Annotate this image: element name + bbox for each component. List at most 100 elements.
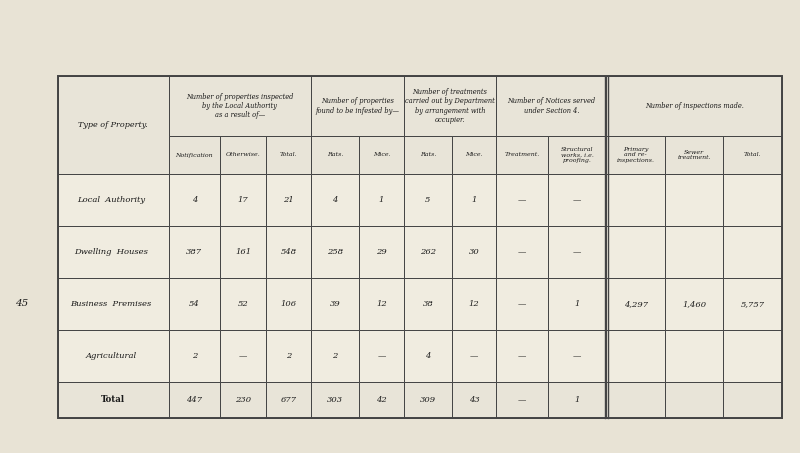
Bar bbox=[403, 330, 452, 382]
Text: —: — bbox=[239, 352, 247, 360]
Bar bbox=[548, 330, 606, 382]
Bar bbox=[403, 174, 452, 226]
Bar bbox=[220, 278, 266, 330]
Text: 262: 262 bbox=[420, 248, 436, 256]
Bar bbox=[606, 174, 665, 226]
Text: —: — bbox=[573, 352, 582, 360]
Text: Primary
and re-
inspections.: Primary and re- inspections. bbox=[617, 147, 654, 163]
Text: —: — bbox=[378, 352, 386, 360]
Text: 161: 161 bbox=[235, 248, 251, 256]
Text: —: — bbox=[518, 300, 526, 308]
Text: Mice.: Mice. bbox=[373, 153, 390, 158]
Bar bbox=[58, 382, 169, 418]
Bar bbox=[723, 278, 782, 330]
Text: Mice.: Mice. bbox=[466, 153, 483, 158]
Bar bbox=[548, 136, 606, 174]
Text: 2: 2 bbox=[286, 352, 291, 360]
Bar bbox=[58, 330, 169, 382]
Bar bbox=[665, 278, 723, 330]
Bar bbox=[266, 278, 310, 330]
Bar bbox=[220, 136, 266, 174]
Text: 5,757: 5,757 bbox=[741, 300, 765, 308]
Bar bbox=[266, 136, 310, 174]
Text: Agricultural: Agricultural bbox=[86, 352, 137, 360]
Text: 5: 5 bbox=[425, 196, 430, 204]
Bar bbox=[548, 174, 606, 226]
Text: 17: 17 bbox=[238, 196, 249, 204]
Bar bbox=[548, 226, 606, 278]
Text: 12: 12 bbox=[376, 300, 387, 308]
Text: 2: 2 bbox=[332, 352, 338, 360]
Bar bbox=[310, 278, 359, 330]
Bar bbox=[665, 174, 723, 226]
Bar bbox=[452, 136, 496, 174]
Bar bbox=[359, 278, 403, 330]
Bar bbox=[266, 382, 310, 418]
Text: Total.: Total. bbox=[744, 153, 762, 158]
Bar bbox=[169, 136, 220, 174]
Text: 1: 1 bbox=[471, 196, 477, 204]
Bar bbox=[496, 278, 548, 330]
Text: Number of properties
found to be infested by—: Number of properties found to be infeste… bbox=[315, 97, 399, 115]
Text: Notification: Notification bbox=[175, 153, 213, 158]
Bar bbox=[310, 76, 403, 136]
Text: 21: 21 bbox=[283, 196, 294, 204]
Bar bbox=[403, 226, 452, 278]
Bar bbox=[403, 382, 452, 418]
Text: Sewer
treatment.: Sewer treatment. bbox=[678, 149, 711, 160]
Text: 4: 4 bbox=[425, 352, 430, 360]
Text: Local  Authority: Local Authority bbox=[77, 196, 145, 204]
Bar bbox=[403, 136, 452, 174]
Bar bbox=[359, 382, 403, 418]
Bar bbox=[169, 278, 220, 330]
Text: 548: 548 bbox=[281, 248, 297, 256]
Bar bbox=[310, 330, 359, 382]
Bar bbox=[58, 76, 782, 418]
Bar bbox=[359, 136, 403, 174]
Bar bbox=[220, 226, 266, 278]
Text: 303: 303 bbox=[327, 396, 343, 404]
Bar bbox=[606, 226, 665, 278]
Bar bbox=[266, 330, 310, 382]
Bar bbox=[58, 76, 169, 174]
Bar bbox=[496, 76, 606, 136]
Bar bbox=[220, 382, 266, 418]
Bar bbox=[548, 382, 606, 418]
Bar bbox=[452, 226, 496, 278]
Bar bbox=[606, 136, 665, 174]
Text: 54: 54 bbox=[189, 300, 200, 308]
Text: 2: 2 bbox=[192, 352, 197, 360]
Text: —: — bbox=[518, 352, 526, 360]
Text: 38: 38 bbox=[422, 300, 434, 308]
Text: 12: 12 bbox=[469, 300, 480, 308]
Bar bbox=[665, 136, 723, 174]
Text: 230: 230 bbox=[235, 396, 251, 404]
Bar bbox=[665, 382, 723, 418]
Bar bbox=[452, 174, 496, 226]
Text: Otherwise.: Otherwise. bbox=[226, 153, 261, 158]
Bar bbox=[310, 382, 359, 418]
Text: Business  Premises: Business Premises bbox=[70, 300, 152, 308]
Text: 387: 387 bbox=[186, 248, 202, 256]
Text: 4: 4 bbox=[332, 196, 338, 204]
Bar bbox=[220, 330, 266, 382]
Text: —: — bbox=[518, 248, 526, 256]
Bar bbox=[496, 382, 548, 418]
Bar bbox=[606, 330, 665, 382]
Text: 258: 258 bbox=[327, 248, 343, 256]
Bar bbox=[169, 76, 310, 136]
Text: 43: 43 bbox=[469, 396, 480, 404]
Bar bbox=[665, 226, 723, 278]
Bar bbox=[606, 278, 665, 330]
Text: 1: 1 bbox=[574, 396, 580, 404]
Bar bbox=[169, 382, 220, 418]
Text: 4,297: 4,297 bbox=[623, 300, 648, 308]
Bar bbox=[58, 226, 169, 278]
Bar bbox=[606, 76, 782, 136]
Bar bbox=[266, 226, 310, 278]
Text: Treatment.: Treatment. bbox=[505, 153, 540, 158]
Bar bbox=[58, 174, 169, 226]
Bar bbox=[496, 330, 548, 382]
Bar bbox=[403, 76, 496, 136]
Bar bbox=[359, 226, 403, 278]
